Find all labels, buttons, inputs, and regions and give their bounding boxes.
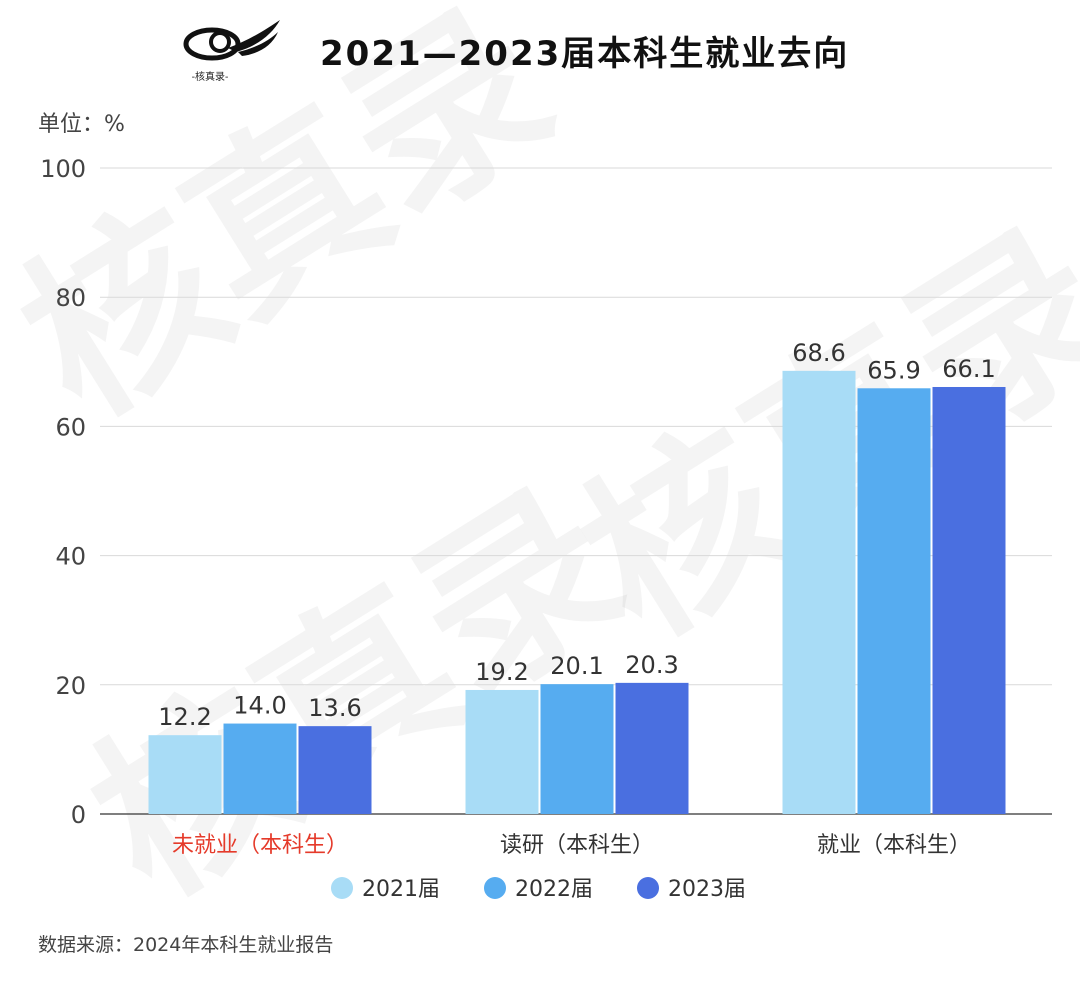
bar	[223, 723, 297, 814]
data-label: 12.2	[158, 703, 211, 731]
bar	[148, 735, 222, 814]
bar	[540, 684, 614, 814]
legend-label: 2023届	[668, 877, 746, 902]
legend-label: 2021届	[362, 877, 440, 902]
chart-title: 2021—2023届本科生就业去向	[320, 34, 850, 74]
y-tick-label: 0	[71, 801, 86, 829]
bar	[782, 370, 856, 814]
bar	[615, 682, 689, 814]
x-tick-label: 读研（本科生）	[500, 833, 654, 858]
y-tick-label: 100	[40, 155, 86, 183]
bar	[298, 726, 372, 814]
legend-label: 2022届	[515, 877, 593, 902]
data-label: 20.3	[625, 651, 678, 679]
brand-logo: -核真录-	[180, 18, 284, 84]
y-tick-label: 20	[55, 672, 86, 700]
data-label: 68.6	[792, 339, 845, 367]
data-source-note: 数据来源：2024年本科生就业报告	[38, 934, 334, 956]
bar	[932, 386, 1006, 814]
data-labels: 12.2 14.0 13.6 19.2 20.1 20.3 68.6 65.9 66.1	[158, 339, 995, 731]
x-tick-label: 未就业（本科生）	[172, 833, 348, 858]
unit-label: 单位：%	[38, 112, 125, 137]
legend-marker	[637, 877, 659, 899]
data-label: 13.6	[308, 694, 361, 722]
bar	[857, 388, 931, 814]
eye-feather-logo-icon	[183, 20, 280, 61]
y-tick-label: 60	[55, 413, 86, 441]
legend-marker	[484, 877, 506, 899]
bars	[148, 370, 1006, 814]
y-axis-ticks: 0 20 40 60 80 100	[40, 155, 86, 829]
data-label: 14.0	[233, 692, 286, 720]
x-axis-ticks: 未就业（本科生） 读研（本科生） 就业（本科生）	[172, 833, 971, 858]
y-tick-label: 40	[55, 543, 86, 571]
data-label: 20.1	[550, 652, 603, 680]
data-label: 19.2	[475, 658, 528, 686]
data-label: 65.9	[867, 356, 920, 384]
legend: 2021届 2022届 2023届	[331, 877, 746, 902]
logo-caption: -核真录-	[191, 72, 229, 83]
bar	[465, 689, 539, 814]
legend-marker	[331, 877, 353, 899]
y-tick-label: 80	[55, 284, 86, 312]
data-label: 66.1	[942, 355, 995, 383]
x-tick-label: 就业（本科生）	[817, 833, 971, 858]
